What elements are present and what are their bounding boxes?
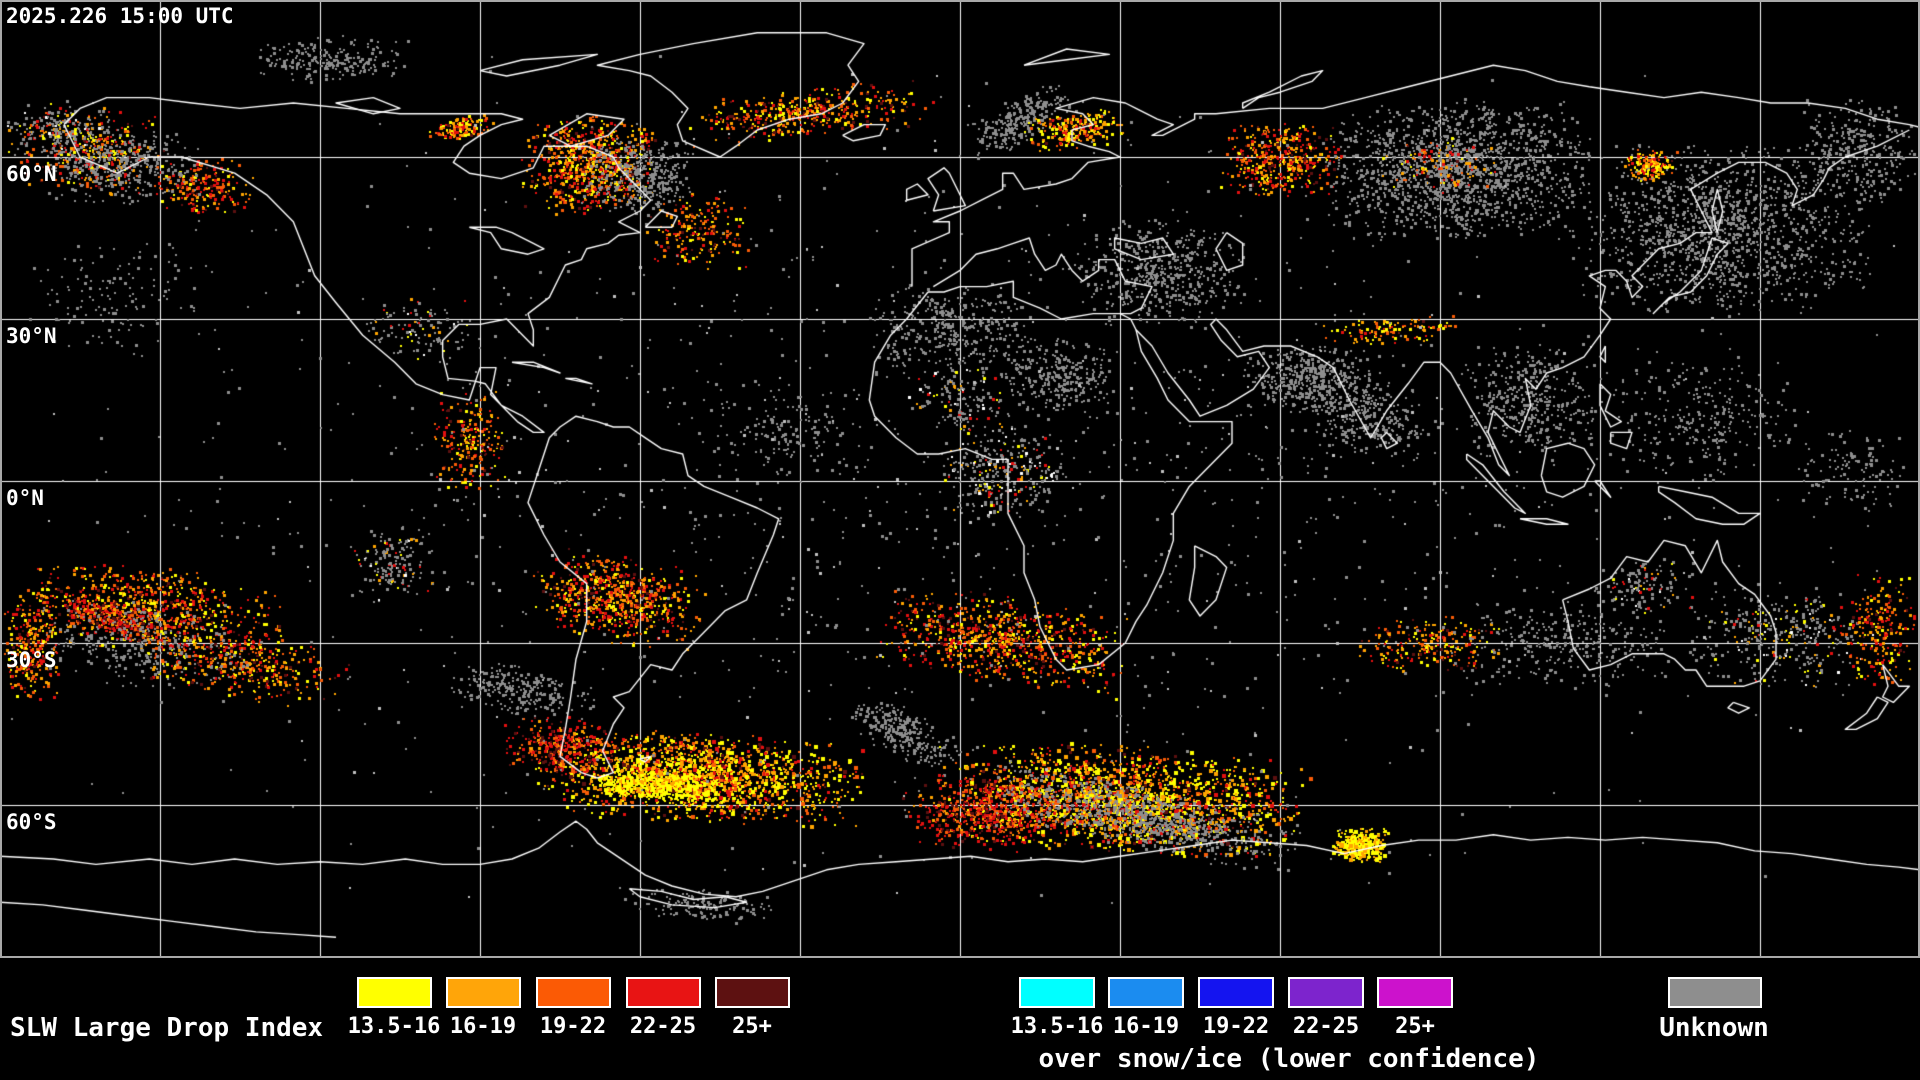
legend-bar: SLW Large Drop Index 13.5-16 16-19 19-22…	[0, 958, 1920, 1080]
legend-swatch-snowice-22-25	[1288, 977, 1364, 1008]
latitude-label: 30°N	[6, 324, 57, 348]
latitude-label: 60°N	[6, 162, 57, 186]
latitude-label: 0°N	[6, 486, 44, 510]
legend-caption-snowice: over snow/ice (lower confidence)	[1038, 1044, 1540, 1074]
legend-label-standard-22-25: 22-25	[629, 1014, 697, 1039]
legend-label-standard-19-22: 19-22	[539, 1014, 607, 1039]
legend-label-snowice-16-19: 16-19	[1112, 1014, 1180, 1039]
legend-swatch-standard-13.5-16	[357, 977, 432, 1008]
legend-label-snowice-13.5-16: 13.5-16	[1010, 1014, 1104, 1039]
latitude-label: 30°S	[6, 648, 57, 672]
legend-swatch-snowice-16-19	[1108, 977, 1184, 1008]
legend-label-snowice-22-25: 22-25	[1292, 1014, 1360, 1039]
legend-swatch-snowice-19-22	[1198, 977, 1274, 1008]
legend-swatch-unknown	[1668, 977, 1762, 1008]
latitude-label: 60°S	[6, 810, 57, 834]
legend-label-standard-25plus: 25+	[732, 1014, 772, 1039]
world-map-canvas	[0, 0, 1920, 958]
legend-swatch-standard-25plus	[715, 977, 790, 1008]
timestamp: 2025.226 15:00 UTC	[6, 4, 234, 28]
legend-label-snowice-25plus: 25+	[1395, 1014, 1435, 1039]
legend-label-snowice-19-22: 19-22	[1202, 1014, 1270, 1039]
world-map: 2025.226 15:00 UTC 60°N 30°N 0°N 30°S 60°S	[0, 0, 1920, 958]
legend-swatch-snowice-13.5-16	[1019, 977, 1095, 1008]
legend-label-unknown: Unknown	[1659, 1013, 1769, 1043]
legend-label-standard-16-19: 16-19	[449, 1014, 517, 1039]
legend-title: SLW Large Drop Index	[10, 1013, 324, 1043]
legend-swatch-standard-19-22	[536, 977, 611, 1008]
legend-label-standard-13.5-16: 13.5-16	[347, 1014, 441, 1039]
legend-swatch-snowice-25plus	[1377, 977, 1453, 1008]
legend-swatch-standard-22-25	[626, 977, 701, 1008]
legend-swatch-standard-16-19	[446, 977, 521, 1008]
